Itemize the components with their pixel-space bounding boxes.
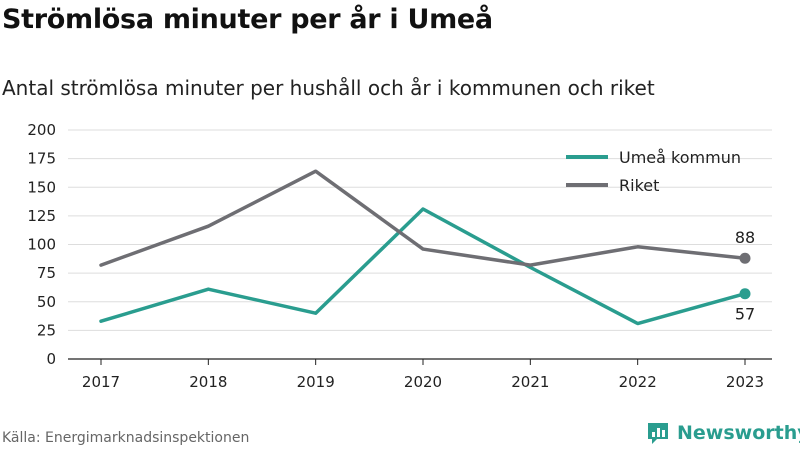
end-label-ume-kommun: 57 <box>735 305 755 324</box>
x-tick-label: 2023 <box>726 373 764 391</box>
y-tick-label: 150 <box>27 178 56 196</box>
y-tick-label: 200 <box>27 121 56 139</box>
y-tick-label: 50 <box>37 293 56 311</box>
y-tick-label: 25 <box>37 321 56 339</box>
x-tick-label: 2020 <box>404 373 442 391</box>
series: 57 88 <box>99 169 755 326</box>
newsworthy-logo-icon <box>648 423 668 444</box>
grid-lines <box>68 129 772 331</box>
x-tick-label: 2017 <box>82 373 120 391</box>
line-chart: 0 25 50 75 100 125 150 175 200 2017 2018 2019 2020 20… <box>27 121 772 391</box>
end-point-ume-kommun <box>739 288 751 300</box>
y-tick-label: 125 <box>27 207 56 225</box>
brand-name: Newsworthy <box>677 422 800 444</box>
end-point-riket <box>739 252 751 264</box>
chart-title: Strömlösa minuter per år i Umeå <box>2 4 493 35</box>
x-tick-label: 2021 <box>511 373 549 391</box>
y-tick-label: 0 <box>46 350 56 368</box>
x-tick-label: 2019 <box>297 373 335 391</box>
series-line-riket <box>99 169 747 267</box>
y-tick-label: 75 <box>37 264 56 282</box>
source-note: Källa: Energimarknadsinspektionen <box>2 430 250 446</box>
end-label-riket: 88 <box>735 228 755 247</box>
y-tick-label: 175 <box>27 150 56 168</box>
axes: 0 25 50 75 100 125 150 175 200 2017 2018 2019 2020 20… <box>27 121 772 391</box>
legend-label: Umeå kommun <box>619 148 741 167</box>
series-line-ume-kommun <box>99 207 747 326</box>
legend: Umeå kommun Riket <box>566 148 741 195</box>
brand-logo: Newsworthy <box>645 420 800 446</box>
y-tick-label: 100 <box>27 236 56 254</box>
legend-label: Riket <box>619 176 659 195</box>
x-tick-label: 2022 <box>619 373 657 391</box>
chart-subtitle: Antal strömlösa minuter per hushåll och … <box>2 76 655 100</box>
x-tick-label: 2018 <box>189 373 227 391</box>
